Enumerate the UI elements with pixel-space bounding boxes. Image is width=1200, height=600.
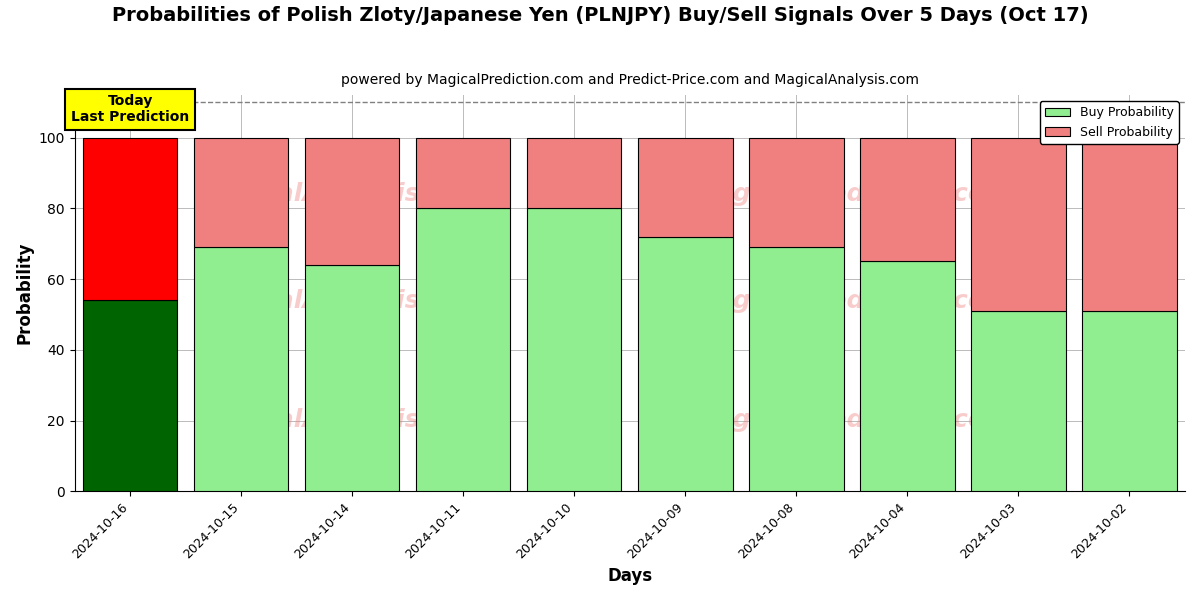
Bar bbox=[860, 262, 955, 491]
Legend: Buy Probability, Sell Probability: Buy Probability, Sell Probability bbox=[1040, 101, 1178, 143]
Text: Today
Last Prediction: Today Last Prediction bbox=[71, 94, 190, 124]
Bar bbox=[971, 137, 1066, 311]
Text: calAnalysis.com: calAnalysis.com bbox=[262, 289, 487, 313]
Bar bbox=[83, 137, 178, 300]
Text: MagicalPrediction.com: MagicalPrediction.com bbox=[692, 408, 1012, 432]
Text: calAnalysis.com: calAnalysis.com bbox=[262, 182, 487, 206]
Bar bbox=[1082, 137, 1177, 311]
Text: Probabilities of Polish Zloty/Japanese Yen (PLNJPY) Buy/Sell Signals Over 5 Days: Probabilities of Polish Zloty/Japanese Y… bbox=[112, 6, 1088, 25]
X-axis label: Days: Days bbox=[607, 567, 653, 585]
Bar bbox=[416, 208, 510, 491]
Bar bbox=[527, 208, 622, 491]
Bar bbox=[305, 137, 400, 265]
Bar bbox=[971, 311, 1066, 491]
Bar bbox=[860, 137, 955, 262]
Bar bbox=[749, 137, 844, 247]
Y-axis label: Probability: Probability bbox=[16, 242, 34, 344]
Text: calAnalysis.com: calAnalysis.com bbox=[262, 408, 487, 432]
Bar bbox=[416, 137, 510, 208]
Bar bbox=[83, 300, 178, 491]
Title: powered by MagicalPrediction.com and Predict-Price.com and MagicalAnalysis.com: powered by MagicalPrediction.com and Pre… bbox=[341, 73, 919, 87]
Bar bbox=[194, 247, 288, 491]
Bar bbox=[638, 137, 732, 236]
Bar bbox=[194, 137, 288, 247]
Bar bbox=[638, 236, 732, 491]
Text: MagicalPrediction.com: MagicalPrediction.com bbox=[692, 289, 1012, 313]
Bar bbox=[749, 247, 844, 491]
Bar bbox=[305, 265, 400, 491]
Bar bbox=[527, 137, 622, 208]
Text: MagicalPrediction.com: MagicalPrediction.com bbox=[692, 182, 1012, 206]
Bar bbox=[1082, 311, 1177, 491]
